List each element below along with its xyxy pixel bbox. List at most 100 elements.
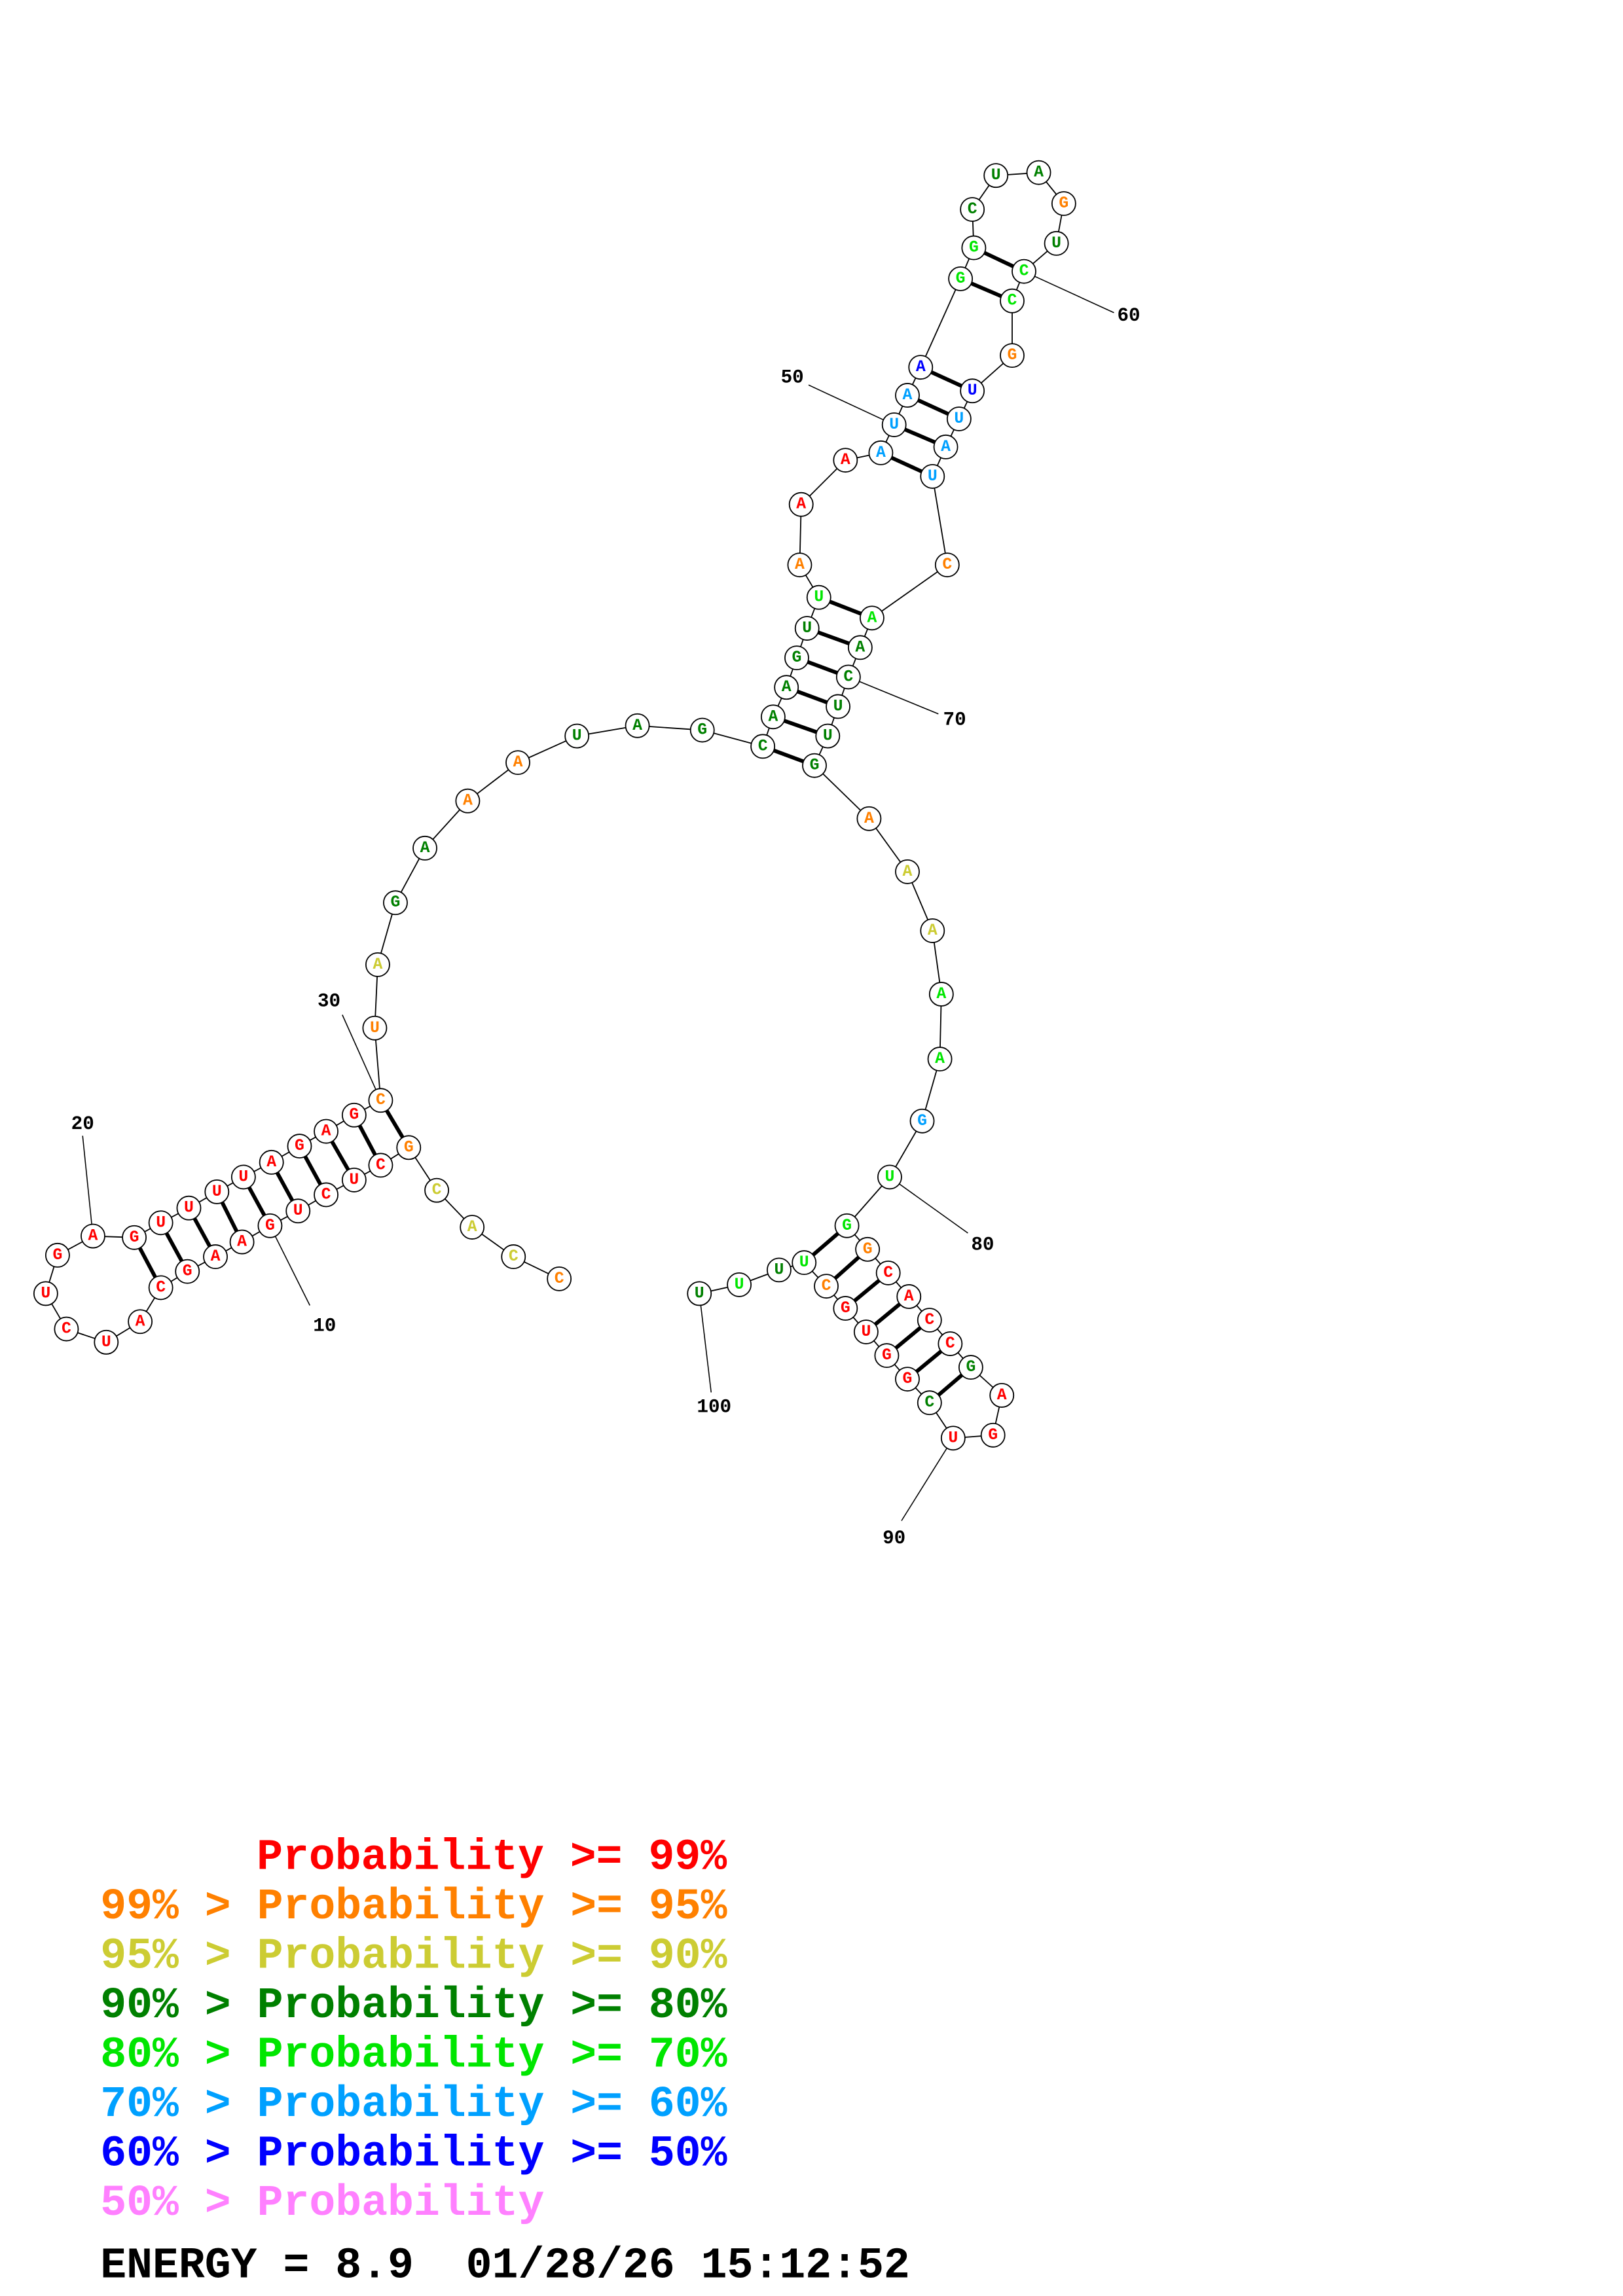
nucleotide-base: G [697, 721, 707, 740]
nucleotide-circle [54, 1316, 79, 1342]
nucleotide-base: U [695, 1284, 704, 1302]
nucleotide-circle [960, 197, 985, 222]
nucleotide-circle [368, 1088, 393, 1113]
nucleotide-circle [203, 1244, 228, 1270]
position-label: 50 [781, 367, 804, 388]
nucleotide-circle [176, 1195, 202, 1221]
nucleotide-base: U [774, 1261, 784, 1279]
label-leader [342, 1014, 382, 1101]
legend: Probability >= 99%99% > Probability >= 9… [100, 1833, 910, 2290]
nucleotide-circle [287, 1134, 312, 1159]
nucleotide-circle [750, 734, 776, 759]
nucleotide-circle [917, 1390, 942, 1416]
legend-entry: 60% > Probability >= 50% [100, 2129, 727, 2178]
nucleotide-base: G [956, 270, 966, 288]
nucleotide-circle [835, 664, 861, 690]
nucleotide-circle [1000, 288, 1025, 314]
nucleotide-circle [230, 1164, 256, 1190]
nucleotide-circle [920, 918, 945, 943]
nucleotide-circle [802, 753, 827, 778]
nucleotide-circle [874, 1343, 900, 1369]
position-labels: 10 20 30 50 60 70 80 90 100 [71, 270, 1140, 1549]
nucleotide-base: C [62, 1320, 71, 1338]
nucleotide-base: G [349, 1106, 359, 1124]
nucleotide-base: U [156, 1213, 166, 1232]
nucleotide-circle [792, 1250, 817, 1276]
nucleotide-base: A [941, 438, 951, 456]
nucleotide-base: U [735, 1276, 744, 1294]
nucleotide-base: U [101, 1333, 111, 1352]
nucleotide-base: A [321, 1122, 331, 1141]
nucleotide-circle [788, 492, 814, 517]
backbone-link [814, 764, 870, 819]
nucleotide-circle [229, 1229, 255, 1255]
nucleotide-base: U [1051, 234, 1061, 253]
nucleotide-circle [814, 1274, 839, 1299]
nucleotide-base: C [509, 1247, 519, 1266]
nucleotide-circle [45, 1242, 70, 1268]
nucleotide-base: G [295, 1137, 304, 1155]
nucleotide-base: G [1008, 346, 1017, 365]
label-leader [889, 1176, 968, 1234]
nucleotide-base: U [572, 727, 582, 745]
nucleotide-circle [895, 1367, 920, 1392]
nucleotide-circle [980, 1422, 1006, 1448]
nucleotide-circle [314, 1182, 338, 1208]
nucleotide-circle [760, 704, 786, 730]
nucleotide-circle [853, 1319, 879, 1344]
nucleotide-base: A [463, 792, 473, 810]
nucleotide-base: U [861, 1323, 871, 1341]
nucleotide-circle [946, 406, 972, 431]
nucleotide-circle [927, 1047, 953, 1072]
nucleotide-circle [859, 605, 884, 631]
nucleotide-base: U [802, 619, 812, 637]
nucleotide-circle [1026, 160, 1051, 185]
nucleotide-base: A [904, 1287, 914, 1306]
nucleotide-base: A [916, 358, 926, 376]
nucleotide-base: C [924, 1311, 934, 1329]
nucleotide-base: A [795, 556, 805, 574]
position-label: 20 [71, 1113, 94, 1135]
nucleotide-circle [341, 1102, 367, 1128]
position-label: 60 [1117, 305, 1140, 327]
nucleotide-circle [774, 675, 799, 700]
nucleotide-base: A [935, 1050, 945, 1068]
nucleotide-base: A [782, 678, 792, 696]
nucleotide-base: G [988, 1426, 998, 1444]
nucleotide-circle [285, 1198, 311, 1224]
nucleotide-circle [128, 1309, 153, 1335]
nucleotide-base: G [969, 239, 979, 257]
nucleotide-circle [175, 1259, 200, 1284]
nucleotide-circle [881, 412, 907, 437]
backbone-link [932, 476, 948, 565]
nucleotide-circle [1044, 230, 1069, 256]
nucleotide-base: A [864, 810, 874, 828]
nucleotide-base: U [948, 1429, 958, 1447]
nucleotide-base: A [855, 638, 865, 656]
nucleotide-base: A [936, 985, 946, 1003]
label-leader [699, 1293, 712, 1393]
nucleotide-base: G [404, 1138, 414, 1157]
nucleotide-base: A [237, 1233, 247, 1251]
label-leader [82, 1136, 94, 1236]
nucleotide-base: A [796, 495, 806, 514]
nucleotide-base: C [758, 737, 768, 755]
nucleotide-circle [909, 1108, 935, 1134]
nucleotide-base: U [823, 727, 833, 745]
nucleotide-circle [787, 552, 812, 578]
nucleotide-circle [1012, 259, 1036, 284]
nucleotide-base: C [156, 1278, 166, 1297]
nucleotide-base: U [833, 697, 843, 715]
nucleotide-circle [920, 463, 945, 489]
nucleotide-base: G [903, 1370, 913, 1388]
nucleotide-circle [383, 890, 408, 916]
nucleotide-base: U [889, 416, 899, 434]
nucleotide-base: G [183, 1263, 192, 1281]
nucleotide-base: A [903, 386, 913, 404]
nucleotide-base: G [882, 1346, 892, 1365]
nucleotide-circle [940, 1426, 966, 1451]
nucleotide-circle [895, 383, 920, 408]
nucleotide-base: A [1034, 164, 1044, 182]
nucleotide-base: U [41, 1284, 50, 1302]
